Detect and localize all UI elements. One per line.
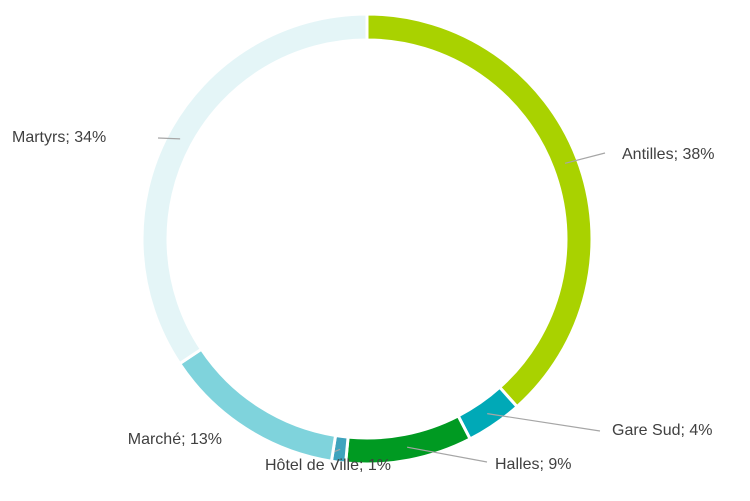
leader-line <box>157 137 181 140</box>
data-label: Halles; 9% <box>495 456 571 473</box>
data-label: Marché; 13% <box>128 431 222 448</box>
data-label: Hôtel de Ville; 1% <box>265 457 391 474</box>
data-label: Martyrs; 34% <box>12 129 106 146</box>
donut-segment <box>140 12 369 366</box>
leader-line <box>407 446 488 463</box>
data-label: Gare Sud; 4% <box>612 422 713 439</box>
donut-segment <box>365 12 594 409</box>
data-label: Antilles; 38% <box>622 146 715 163</box>
leader-line <box>564 152 606 164</box>
leader-line <box>487 413 601 432</box>
